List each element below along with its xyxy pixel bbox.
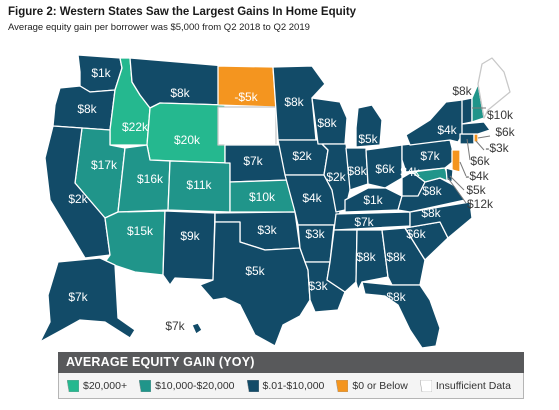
label-wv: $4k [400, 165, 420, 179]
legend-label: $0 or Below [352, 379, 408, 392]
swatch-high-icon [67, 379, 79, 392]
swatch-low-icon [246, 379, 259, 392]
us-map: $1k $8k $22k $8k $20k -$5k $8k $17k $16k… [39, 54, 516, 349]
label-in: $8k [347, 164, 367, 178]
state-md[interactable] [411, 167, 451, 183]
state-sd[interactable] [217, 106, 277, 146]
legend-label: $10,000-$20,000 [155, 379, 235, 392]
legend-item-mid: $10,000-$20,000 [139, 379, 235, 392]
label-or: $8k [77, 102, 97, 116]
label-nh: $10k [487, 108, 514, 122]
legend-item-nodata: Insufficient Data [419, 379, 511, 392]
label-nm: $9k [180, 229, 200, 243]
figure-title: Figure 2: Western States Saw the Largest… [8, 6, 357, 18]
label-wi: $8k [317, 116, 337, 130]
label-ak: $7k [68, 290, 88, 304]
label-va: $8k [422, 184, 442, 198]
label-ms: $8k [356, 250, 376, 264]
label-de: $5k [466, 183, 486, 197]
label-nd: -$5k [234, 90, 258, 104]
label-hi: $7k [165, 319, 185, 333]
label-pa: $7k [420, 149, 440, 163]
label-ky: $1k [363, 193, 383, 207]
swatch-nodata-icon [419, 379, 432, 392]
label-fl: $8k [386, 290, 406, 304]
legend: AVERAGE EQUITY GAIN (YOY) $20,000+ $10,0… [58, 352, 524, 402]
state-ak[interactable] [39, 257, 136, 343]
label-ct: $6k [470, 154, 490, 168]
state-nc[interactable] [404, 201, 473, 239]
label-az: $15k [127, 224, 154, 238]
figure-subtitle: Average equity gain per borrower was $5,… [8, 22, 310, 33]
legend-label: $20,000+ [83, 379, 128, 392]
label-mo: $4k [302, 191, 322, 205]
label-ma: $6k [495, 125, 515, 139]
state-hi[interactable] [191, 322, 203, 335]
label-oh: $6k [375, 162, 395, 176]
swatch-negative-icon [336, 379, 349, 392]
state-mt[interactable] [129, 57, 226, 109]
legend-label: Insufficient Data [435, 379, 511, 392]
label-la: $3k [308, 279, 328, 293]
label-nv: $17k [91, 158, 118, 172]
legend-item-high: $20,000+ [67, 379, 128, 392]
label-wy: $20k [174, 133, 201, 147]
label-md: $12k [467, 197, 494, 211]
swatch-mid-icon [139, 379, 152, 392]
label-mn: $8k [284, 95, 304, 109]
label-ut: $16k [137, 172, 164, 186]
label-nj: -$4k [465, 169, 489, 183]
label-id: $22k [122, 120, 149, 134]
label-sc: $8k [421, 206, 441, 220]
state-tx[interactable] [199, 221, 311, 347]
state-fl[interactable] [361, 281, 441, 349]
label-tn: $7k [354, 215, 374, 229]
label-ok: $3k [257, 223, 277, 237]
label-wa: $1k [91, 66, 111, 80]
label-ks: $10k [249, 190, 276, 204]
state-oh[interactable] [365, 144, 403, 189]
label-il: $2k [326, 170, 346, 184]
legend-item-negative: $0 or Below [336, 379, 408, 392]
state-mi[interactable] [355, 104, 383, 148]
legend-items: $20,000+ $10,000-$20,000 $.01-$10,000 $0… [58, 373, 524, 399]
label-al: $8k [386, 250, 406, 264]
label-ia: $2k [292, 149, 312, 163]
label-ne: $7k [243, 154, 263, 168]
state-ri[interactable] [473, 133, 479, 143]
state-vt[interactable] [461, 97, 473, 125]
label-mt: $8k [170, 86, 190, 100]
label-co: $11k [186, 178, 212, 192]
state-me[interactable] [477, 57, 511, 119]
legend-label: $.01-$10,000 [262, 379, 325, 392]
legend-item-low: $.01-$10,000 [246, 379, 325, 392]
label-mi: $5k [358, 132, 378, 146]
state-ma[interactable] [461, 121, 491, 135]
legend-title: AVERAGE EQUITY GAIN (YOY) [58, 352, 524, 373]
state-nm[interactable] [162, 210, 216, 286]
state-ca[interactable] [44, 125, 111, 259]
label-ga: $6k [406, 227, 426, 241]
label-tx: $5k [245, 264, 265, 278]
label-ny: $4k [437, 123, 457, 137]
callout-lines [447, 107, 491, 204]
label-vt: $8k [452, 84, 472, 98]
label-ca: $2k [68, 192, 88, 206]
state-nj[interactable] [451, 149, 461, 173]
label-ri: -$3k [485, 141, 509, 155]
label-ar: $3k [305, 227, 325, 241]
